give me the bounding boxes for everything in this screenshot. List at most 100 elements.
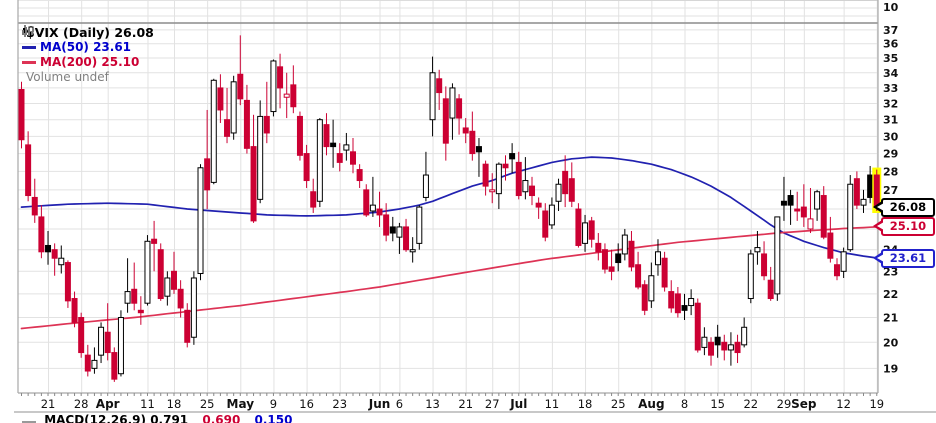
candle [820, 195, 827, 238]
candle [350, 151, 356, 165]
x-axis-label: 9 [270, 397, 277, 411]
candle [595, 242, 602, 253]
x-axis-label: 25 [611, 397, 626, 411]
candle [688, 298, 695, 307]
candle [562, 170, 569, 195]
y-axis-label: 31 [883, 114, 898, 127]
ma200-line [20, 226, 878, 330]
x-axis-label: 12 [836, 397, 851, 411]
ma200-line-swatch-icon [22, 61, 36, 64]
candle [250, 146, 257, 222]
candle [502, 163, 509, 169]
candle [436, 78, 443, 94]
candle [754, 247, 761, 253]
y-axis-label: 35 [883, 52, 898, 65]
x-axis-label: 21 [458, 397, 473, 411]
candle [31, 196, 38, 216]
chart-legend: $VIX (Daily) 26.08 MA(50) 23.61 MA(200) … [22, 25, 154, 85]
candle [111, 352, 118, 380]
candle [316, 119, 323, 202]
candle [575, 208, 582, 246]
candle [674, 293, 681, 314]
y-axis-label: 34 [883, 67, 899, 80]
candle [124, 291, 131, 304]
x-axis-label: 16 [299, 397, 314, 411]
candle [509, 153, 516, 160]
candle [833, 264, 840, 277]
candle [51, 249, 58, 259]
candle [482, 163, 489, 187]
candle [283, 93, 290, 98]
candle [860, 198, 867, 206]
candle [396, 226, 403, 238]
candle [157, 249, 164, 300]
macd-signal-value: 0.690 [202, 413, 241, 423]
candle [18, 88, 25, 141]
candle [184, 309, 191, 343]
candle [84, 354, 91, 372]
candle [867, 174, 874, 198]
ma50-price-value: 23.61 [889, 250, 927, 265]
macd-legend-row: MACD(12,26,9) 0.791 0.690 0.150 [22, 413, 292, 423]
candle [734, 341, 741, 354]
candle [336, 153, 343, 163]
candle [230, 81, 237, 134]
candle [422, 174, 429, 198]
candle [794, 208, 801, 212]
ma50-price-callout: 23.61 [873, 248, 935, 268]
candle [45, 244, 52, 253]
candle [38, 216, 45, 253]
x-axis-label: 25 [200, 397, 215, 411]
candle [807, 218, 814, 230]
candle [177, 288, 184, 309]
candle [449, 87, 456, 119]
y-axis-label: 20 [883, 336, 899, 349]
x-axis-label: 8 [681, 397, 688, 411]
candle [542, 210, 549, 238]
y-axis-label: 27 [883, 184, 898, 197]
candle [263, 115, 270, 134]
x-axis-label: 13 [425, 397, 440, 411]
candle [515, 161, 522, 197]
candle [475, 146, 482, 153]
candle [601, 249, 608, 270]
ma50-line [20, 156, 878, 259]
macd-line-swatch-icon [22, 421, 36, 423]
candle [376, 208, 383, 216]
candle [847, 183, 854, 251]
candle [641, 284, 648, 311]
candle [257, 115, 264, 200]
callout-arrow-inner [877, 253, 884, 262]
y-axis-label: 19 [883, 362, 898, 375]
x-axis-label: 29 [777, 397, 792, 411]
x-axis-label: 6 [396, 397, 403, 411]
y-axis-label: 37 [883, 24, 898, 37]
candle [190, 277, 197, 338]
candle [529, 185, 536, 197]
candle [170, 270, 177, 290]
ma50-line-swatch-icon [22, 46, 36, 49]
candle [469, 130, 476, 155]
last-price-value: 26.08 [889, 199, 927, 214]
ma50-label: MA(50) 23.61 [40, 40, 132, 54]
upper-panel-axis-label: 10 [883, 1, 899, 14]
candle [555, 183, 562, 202]
candle [383, 214, 390, 236]
x-axis-label: Sep [791, 397, 817, 411]
y-axis-label: 23 [883, 265, 898, 278]
candle [356, 169, 363, 182]
candle [243, 99, 250, 149]
volume-label: Volume undef [26, 70, 109, 84]
candle [131, 288, 138, 304]
candle [608, 266, 615, 272]
candle [787, 195, 794, 206]
x-axis-label: 18 [167, 397, 182, 411]
candle [78, 317, 85, 354]
candle [681, 305, 688, 311]
candle [303, 153, 310, 182]
last-price-callout: 26.08 [873, 197, 935, 217]
candle [714, 336, 721, 346]
symbol-title: $VIX (Daily) 26.08 [26, 25, 154, 40]
candle [568, 178, 575, 202]
